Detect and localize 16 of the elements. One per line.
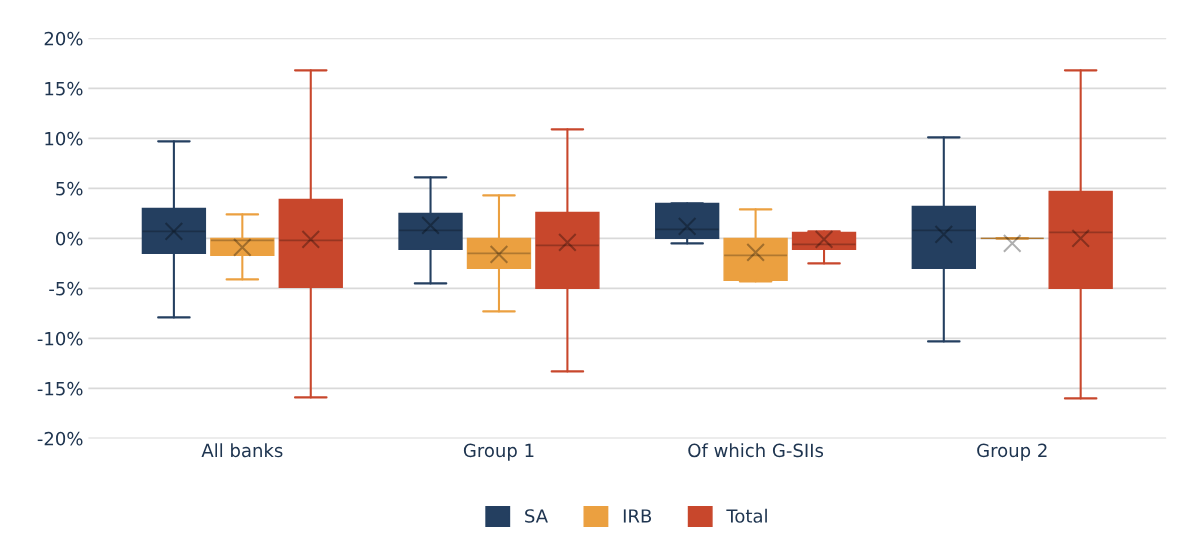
y-tick-label: -20% <box>37 431 83 446</box>
x-tick-label: Of which G-SIIs <box>688 443 824 458</box>
legend-label: Total <box>726 508 767 523</box>
y-tick-label: 20% <box>44 31 83 46</box>
y-tick-label: -15% <box>37 381 83 396</box>
legend-label: SA <box>525 509 548 523</box>
y-tick-label: 10% <box>45 131 83 146</box>
y-tick-label: -5% <box>49 281 83 296</box>
y-tick-label: 0% <box>56 231 83 246</box>
x-tick-label: All banks <box>201 443 283 458</box>
x-tick-label: Group 1 <box>463 443 534 461</box>
legend-label: IRB <box>623 509 652 523</box>
y-tick-label: 15% <box>45 81 83 96</box>
y-tick-label: 5% <box>56 181 83 196</box>
y-tick-label: -10% <box>37 331 83 346</box>
x-tick-label: Group 2 <box>977 443 1047 461</box>
